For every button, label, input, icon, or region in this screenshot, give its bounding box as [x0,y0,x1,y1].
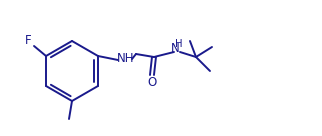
Text: F: F [25,33,31,47]
Text: O: O [147,75,156,89]
Text: H: H [175,39,183,49]
Text: N: N [171,42,179,55]
Text: NH: NH [117,52,135,66]
